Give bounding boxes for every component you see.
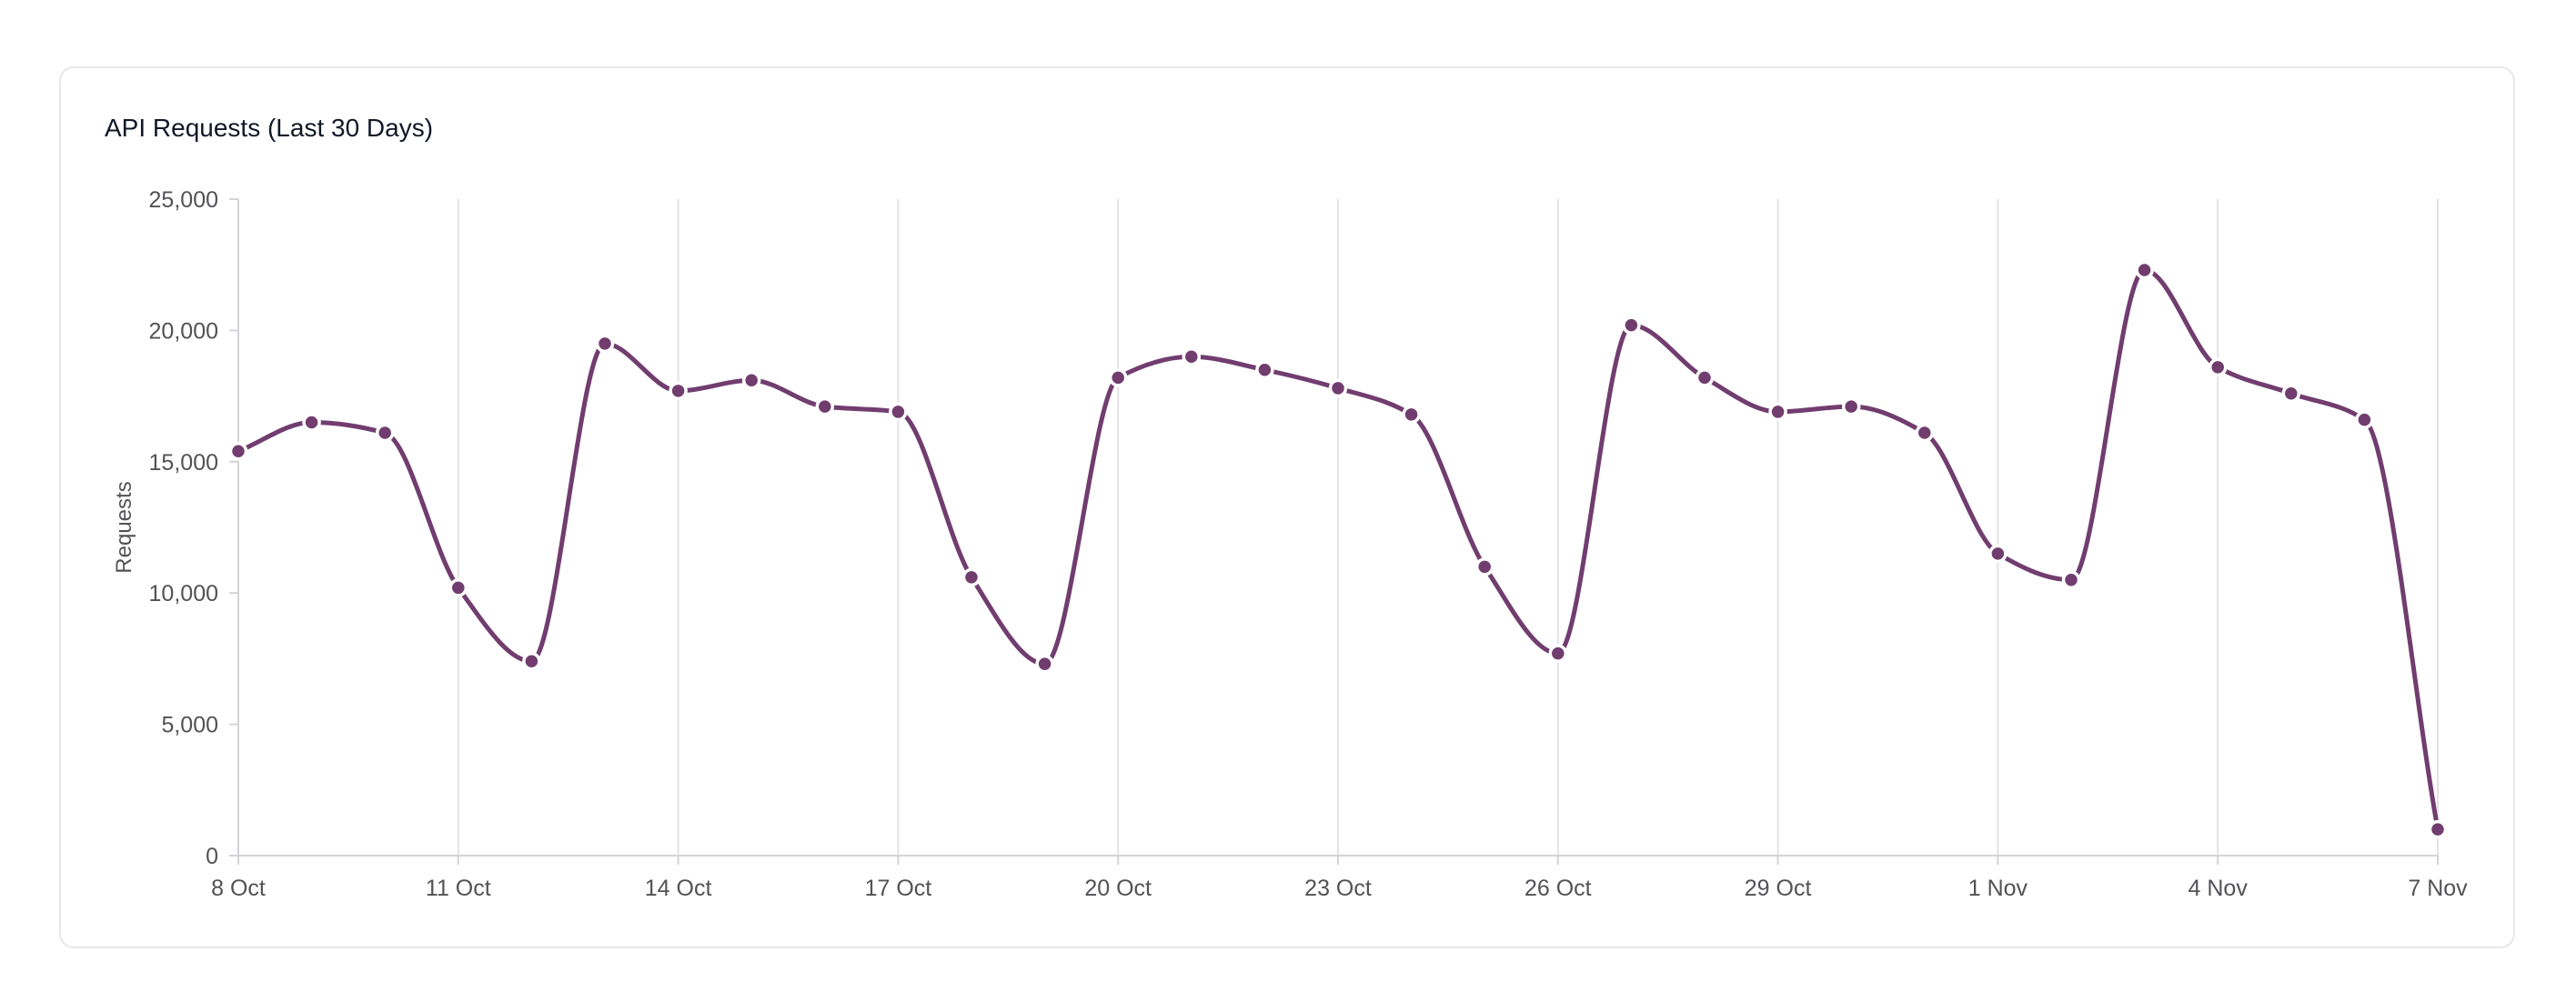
data-point [375, 423, 395, 443]
data-point [1035, 654, 1054, 674]
data-point [889, 402, 908, 422]
data-point [669, 381, 688, 401]
data-point [2428, 819, 2448, 839]
x-tick-label: 7 Nov [2408, 876, 2468, 901]
data-point [1695, 368, 1715, 387]
data-point [1182, 347, 1202, 366]
axes [229, 198, 2439, 865]
data-point [1768, 402, 1787, 422]
data-point [2208, 357, 2228, 377]
y-tick-label: 10,000 [149, 581, 218, 606]
y-tick-label: 15,000 [149, 450, 218, 476]
y-axis-title: Requests [112, 481, 136, 573]
data-point [961, 567, 981, 587]
data-point [1328, 378, 1348, 398]
data-point [1841, 396, 1861, 416]
data-point [2061, 570, 2081, 590]
data-point [2355, 410, 2374, 429]
y-tick-label: 25,000 [149, 187, 218, 213]
data-point [741, 371, 761, 390]
x-tick-label: 11 Oct [426, 876, 491, 901]
data-points [228, 260, 2448, 839]
y-tick-label: 20,000 [149, 318, 218, 344]
data-point [1474, 557, 1494, 576]
x-tick-label: 23 Oct [1304, 876, 1372, 901]
series-line [236, 267, 2440, 832]
data-point [1548, 644, 1568, 663]
grid-lines [237, 199, 2439, 856]
series-layer [236, 267, 2440, 832]
tick-labels: 8 Oct 11 Oct 14 Oct 17 Oct 20 Oct 23 Oct 26 Oc… [112, 187, 2468, 901]
data-point [2281, 384, 2301, 403]
x-tick-label: 4 Nov [2189, 876, 2249, 901]
x-tick-label: 26 Oct [1524, 876, 1592, 901]
x-tick-label: 8 Oct [211, 876, 266, 901]
y-tick-label: 5,000 [161, 713, 218, 738]
x-tick-label: 1 Nov [1968, 876, 2028, 901]
data-point [1988, 544, 2007, 564]
line-chart: 8 Oct 11 Oct 14 Oct 17 Oct 20 Oct 23 Oct 26 Oc… [112, 187, 2468, 901]
chart-card: API Requests (Last 30 Days) 8 Oct 11 Oct 1… [59, 66, 2515, 948]
x-tick-label: 29 Oct [1745, 876, 1812, 901]
data-point [1108, 368, 1128, 387]
data-point [448, 578, 468, 597]
data-point [1915, 423, 1935, 443]
x-tick-label: 17 Oct [865, 876, 932, 901]
chart-title: API Requests (Last 30 Days) [105, 114, 434, 142]
data-point [228, 441, 248, 461]
data-point [1402, 405, 1421, 425]
data-point [2135, 260, 2154, 280]
data-point [1622, 316, 1641, 335]
data-point [302, 413, 321, 432]
y-tick-label: 0 [206, 844, 218, 869]
data-point [815, 396, 835, 416]
x-tick-label: 20 Oct [1084, 876, 1152, 901]
data-point [522, 652, 541, 671]
x-tick-label: 14 Oct [645, 876, 712, 901]
data-point [595, 334, 615, 354]
data-point [1255, 360, 1274, 379]
